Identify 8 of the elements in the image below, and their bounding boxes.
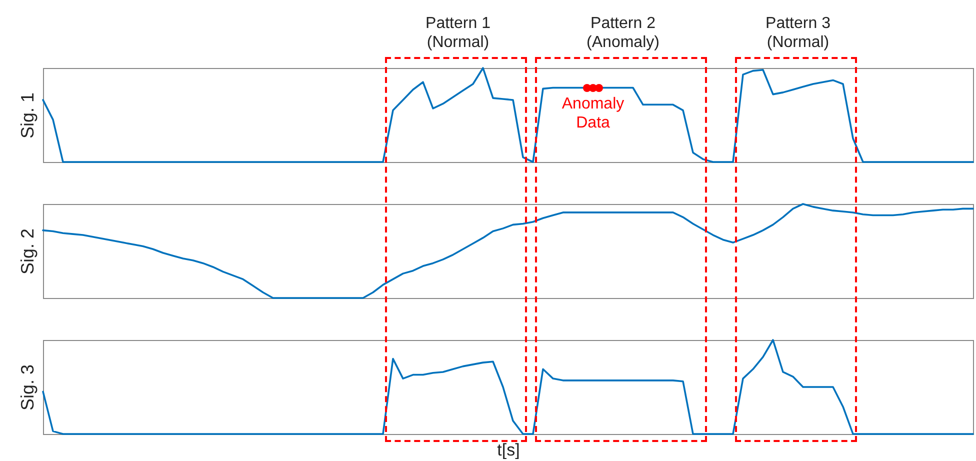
- text: Pattern 3 (Normal): [766, 15, 831, 51]
- y-axis-title: Sig. 2: [18, 228, 38, 275]
- text: Pattern 2 (Anomaly): [586, 15, 660, 51]
- annotation: Anomaly Data: [562, 96, 624, 132]
- y-axis-title: Sig. 3: [18, 364, 38, 411]
- text: Pattern 1 (Normal): [426, 15, 491, 51]
- y-axis-title: Sig. 1: [18, 92, 38, 139]
- x-axis-title: t[s]: [497, 440, 520, 460]
